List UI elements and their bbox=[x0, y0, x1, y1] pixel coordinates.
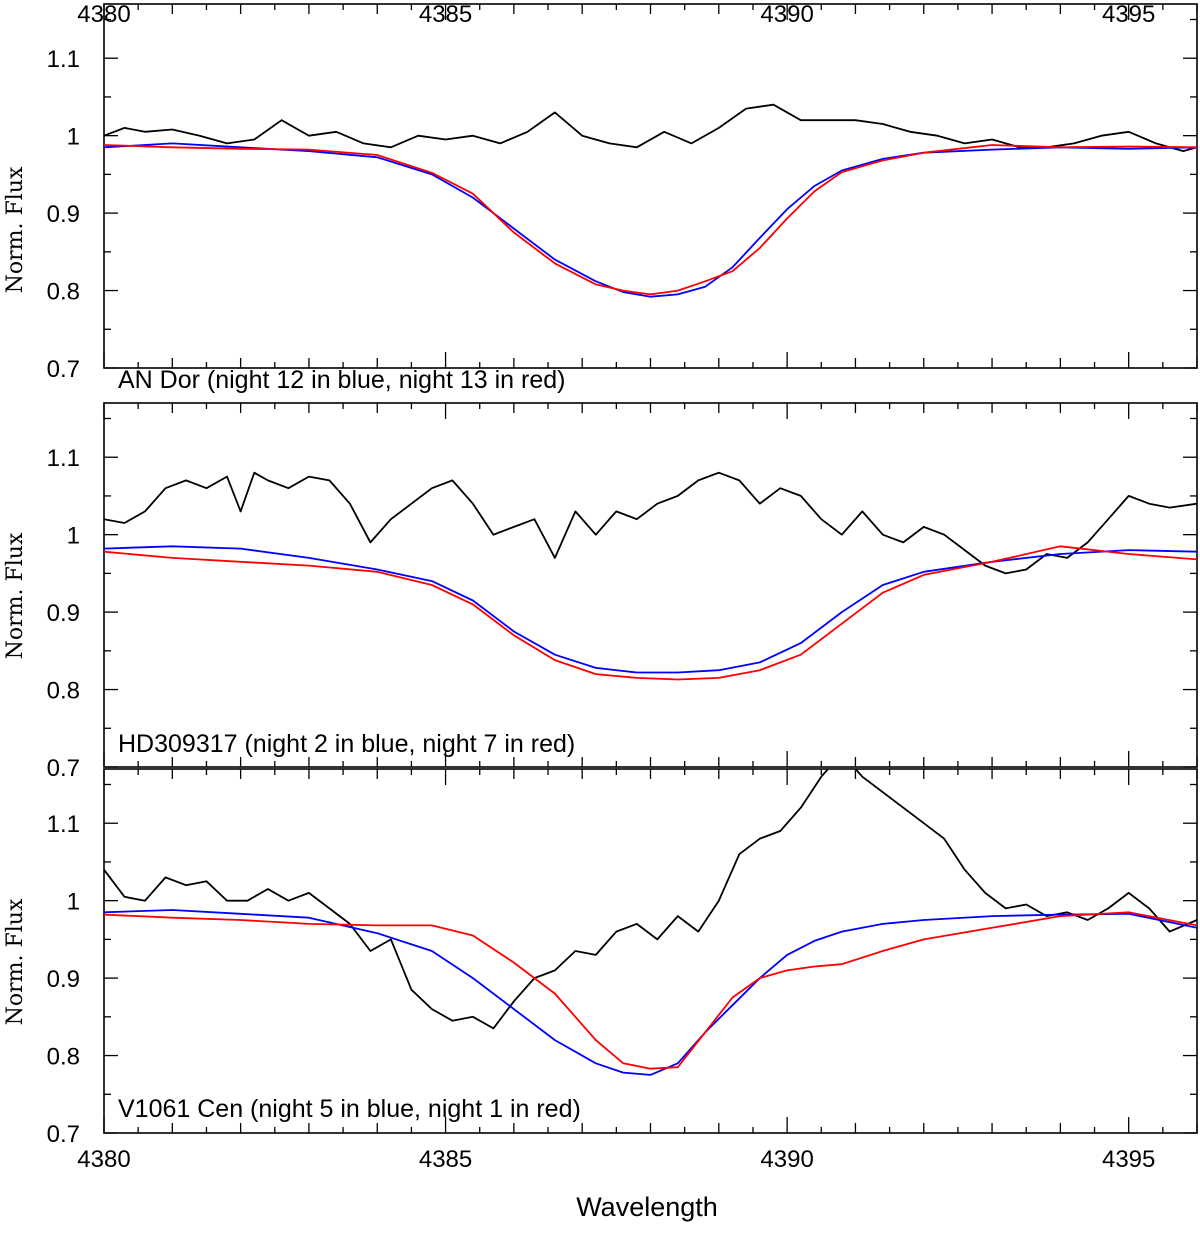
panel-1-ytick-label: 0.9 bbox=[47, 201, 80, 228]
panel-2-ytick-label: 1 bbox=[67, 523, 80, 550]
bottom-xtick-label: 4385 bbox=[419, 1146, 472, 1173]
bottom-xtick-label: 4390 bbox=[760, 1146, 813, 1173]
bottom-xtick-label: 4380 bbox=[77, 1146, 130, 1173]
panel-3-ytick-label: 0.7 bbox=[47, 1121, 80, 1148]
panel-2-ytick-label: 0.8 bbox=[47, 678, 80, 705]
panel-1-ytick-label: 1 bbox=[67, 124, 80, 151]
top-xtick-label: 4395 bbox=[1102, 1, 1155, 28]
panel-2-ytick-label: 0.7 bbox=[47, 755, 80, 782]
panel-3: 0.7 0.8 0.9 1 1.1 V1061 Cen (night 5 in blue,… bbox=[47, 768, 1198, 1148]
panel-1: 0.7 0.8 0.9 1 1.1 AN Dor (night 12 in blue, n… bbox=[47, 3, 1198, 394]
top-xtick-label: 4390 bbox=[760, 1, 813, 28]
panel-2-series-night-2 bbox=[104, 545, 1197, 674]
top-xtick-label: 4385 bbox=[419, 1, 472, 28]
panel-2-ytick-label: 0.9 bbox=[47, 600, 80, 627]
panel-3-series-night-1 bbox=[104, 911, 1197, 1070]
panel-3-ylabel: Norm. Flux bbox=[3, 898, 28, 1025]
panel-1-ylabel: Norm. Flux bbox=[3, 166, 28, 293]
panel-3-label: V1061 Cen (night 5 in blue, night 1 in r… bbox=[118, 1095, 581, 1123]
panel-3-ytick-label: 0.8 bbox=[47, 1044, 80, 1071]
panel-1-series-group bbox=[104, 103, 1197, 298]
bottom-xtick-label: 4395 bbox=[1102, 1146, 1155, 1173]
panel-1-series-night-13 bbox=[104, 144, 1197, 296]
panel-1-ytick-label: 0.8 bbox=[47, 279, 80, 306]
panel-3-frame bbox=[103, 768, 1198, 1134]
panel-2-series-group bbox=[104, 471, 1197, 681]
panel-2-ytick-label: 1.1 bbox=[47, 445, 80, 472]
panel-2-series-black bbox=[104, 471, 1197, 575]
top-xtick-label: 4380 bbox=[77, 1, 130, 28]
panel-1-series-black bbox=[104, 103, 1197, 152]
panel-2-label: HD309317 (night 2 in blue, night 7 in re… bbox=[118, 730, 575, 758]
panel-3-series-night-5 bbox=[104, 909, 1197, 1076]
panel-2: 0.7 0.8 0.9 1 1.1 HD309317 (night 2 in blue, … bbox=[47, 402, 1198, 782]
panel-3-ytick-label: 0.9 bbox=[47, 966, 80, 993]
panel-1-ytick-label: 1.1 bbox=[47, 46, 80, 73]
panel-3-ytick-label: 1 bbox=[67, 889, 80, 916]
panel-1-series-night-12 bbox=[104, 142, 1197, 298]
panel-2-series-night-7 bbox=[104, 545, 1197, 681]
panel-1-label: AN Dor (night 12 in blue, night 13 in re… bbox=[118, 366, 565, 394]
panel-3-series-group bbox=[104, 769, 1197, 1076]
panel-3-ytick-label: 1.1 bbox=[47, 811, 80, 838]
x-axis-label: Wavelength bbox=[576, 1192, 718, 1222]
panel-1-frame bbox=[103, 3, 1198, 369]
panel-2-frame bbox=[103, 402, 1198, 768]
panel-3-series-black bbox=[104, 769, 1197, 1030]
panel-2-ylabel: Norm. Flux bbox=[3, 532, 28, 659]
panel-1-ytick-label: 0.7 bbox=[47, 356, 80, 383]
